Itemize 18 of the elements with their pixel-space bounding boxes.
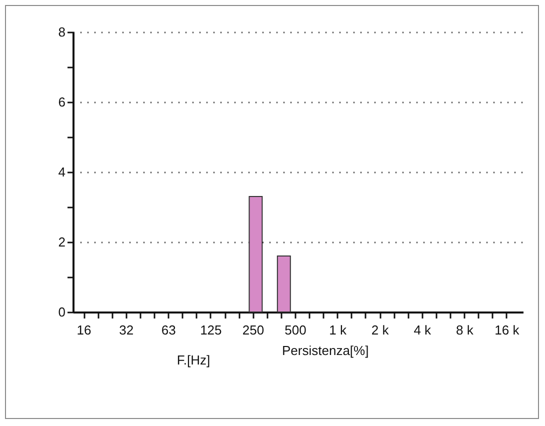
y-tick-label: 0 xyxy=(58,304,66,320)
x-tick-label: 16 xyxy=(76,322,92,338)
x-tick-label: 32 xyxy=(119,322,134,338)
x-tick-label: 2 k xyxy=(371,322,390,338)
x-tick-label: 16 k xyxy=(494,322,520,338)
x-tick-label: 8 k xyxy=(456,322,474,338)
x-axis-title: F.[Hz] xyxy=(176,352,210,368)
x-tick-label: 63 xyxy=(161,322,176,338)
y-tick-label: 4 xyxy=(58,164,66,180)
x-tick-label: 125 xyxy=(200,322,222,338)
x-tick-label: 250 xyxy=(242,322,264,338)
x-tick-label: 500 xyxy=(284,322,306,338)
text: Persistenza[%] xyxy=(282,343,369,358)
y-tick-label: 6 xyxy=(58,94,66,110)
y-tick-label: 8 xyxy=(58,24,66,40)
x-tick-label: 1 k xyxy=(329,322,347,338)
x-tick-label: 4 k xyxy=(414,322,432,338)
y-tick-label: 2 xyxy=(58,234,66,250)
